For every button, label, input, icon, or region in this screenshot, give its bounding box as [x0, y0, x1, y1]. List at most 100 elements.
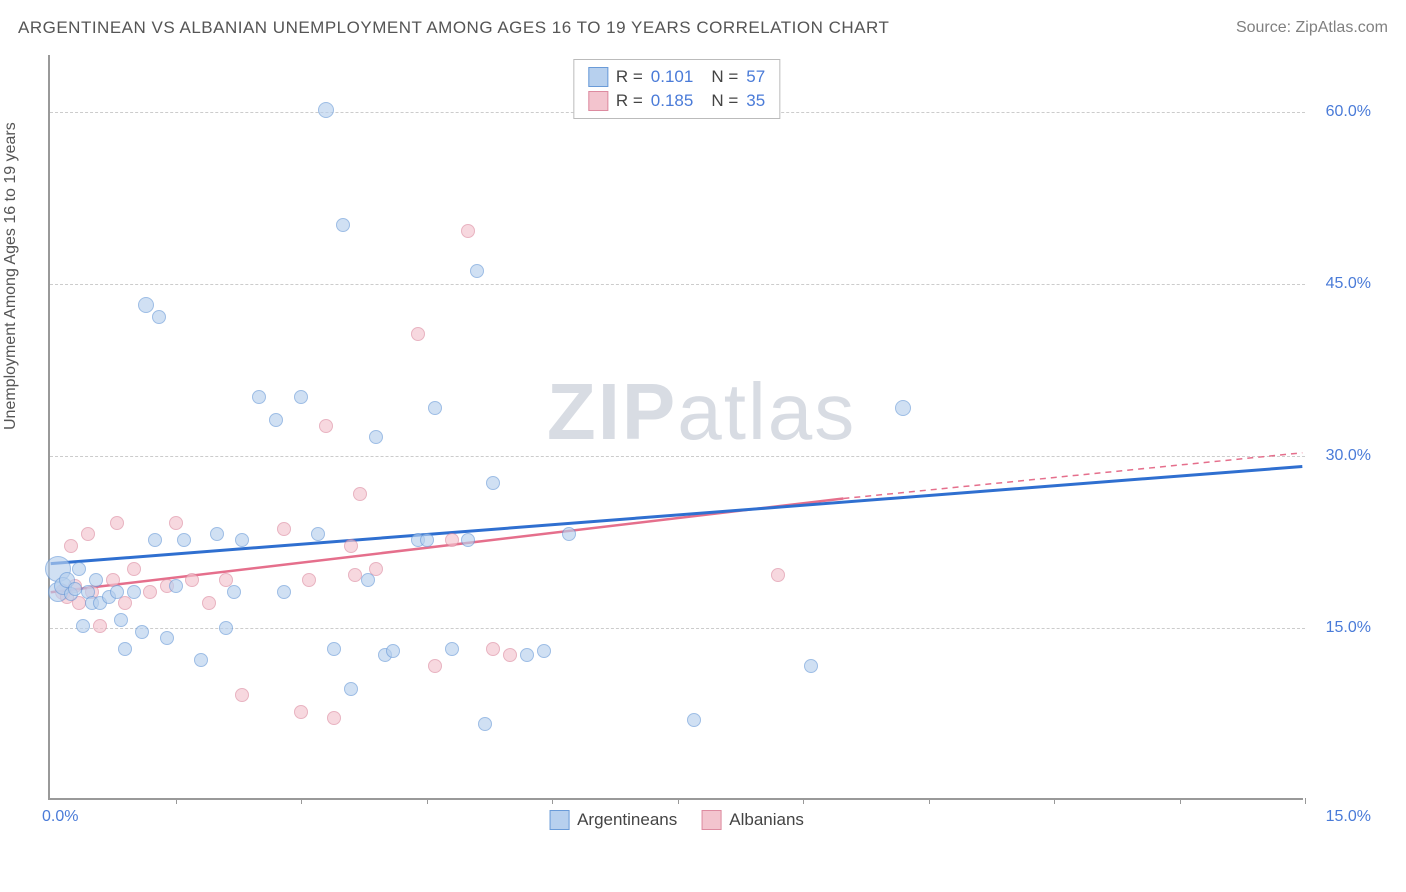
legend-label-argentineans: Argentineans [577, 810, 677, 830]
data-point-argentineans [118, 642, 132, 656]
data-point-albanians [143, 585, 157, 599]
x-tick [929, 798, 930, 804]
data-point-argentineans [210, 527, 224, 541]
x-tick [176, 798, 177, 804]
y-axis-label: Unemployment Among Ages 16 to 19 years [2, 122, 20, 430]
x-tick [1305, 798, 1306, 804]
legend-swatch-albanians-icon [701, 810, 721, 830]
watermark: ZIPatlas [547, 366, 856, 458]
data-point-argentineans [177, 533, 191, 547]
x-tick [678, 798, 679, 804]
trend-line [843, 453, 1302, 499]
x-origin-label: 0.0% [42, 808, 78, 826]
watermark-part2: atlas [677, 367, 856, 456]
data-point-argentineans [311, 527, 325, 541]
n-label: N = [711, 91, 738, 111]
data-point-albanians [302, 573, 316, 587]
data-point-argentineans [160, 631, 174, 645]
data-point-argentineans [461, 533, 475, 547]
data-point-argentineans [227, 585, 241, 599]
data-point-albanians [110, 516, 124, 530]
x-tick [552, 798, 553, 804]
data-point-albanians [461, 224, 475, 238]
data-point-argentineans [386, 644, 400, 658]
data-point-albanians [294, 705, 308, 719]
data-point-argentineans [562, 527, 576, 541]
data-point-argentineans [135, 625, 149, 639]
data-point-argentineans [470, 264, 484, 278]
r-label: R = [616, 91, 643, 111]
r-label: R = [616, 67, 643, 87]
r-value-albanians: 0.185 [651, 91, 694, 111]
y-tick-label: 45.0% [1326, 275, 1371, 293]
legend-swatch-argentineans-icon [549, 810, 569, 830]
gridline [50, 628, 1305, 629]
y-tick-label: 30.0% [1326, 447, 1371, 465]
data-point-argentineans [895, 400, 911, 416]
n-label: N = [711, 67, 738, 87]
legend-item-albanians: Albanians [701, 810, 804, 830]
data-point-argentineans [138, 297, 154, 313]
data-point-albanians [445, 533, 459, 547]
x-tick [1054, 798, 1055, 804]
data-point-albanians [127, 562, 141, 576]
data-point-albanians [64, 539, 78, 553]
data-point-argentineans [486, 476, 500, 490]
legend-swatch-albanians [588, 91, 608, 111]
legend-row-albanians: R = 0.185 N = 35 [588, 89, 765, 113]
data-point-argentineans [269, 413, 283, 427]
y-tick-label: 60.0% [1326, 103, 1371, 121]
data-point-argentineans [804, 659, 818, 673]
data-point-argentineans [89, 573, 103, 587]
data-point-albanians [235, 688, 249, 702]
data-point-albanians [486, 642, 500, 656]
x-max-label: 15.0% [1326, 808, 1371, 826]
data-point-albanians [428, 659, 442, 673]
trend-line [51, 467, 1303, 564]
legend-label-albanians: Albanians [729, 810, 804, 830]
data-point-argentineans [294, 390, 308, 404]
data-point-argentineans [148, 533, 162, 547]
legend-series: Argentineans Albanians [549, 810, 804, 830]
data-point-albanians [319, 419, 333, 433]
chart-container: ZIPatlas 15.0%30.0%45.0%60.0% R = 0.101 … [48, 55, 1378, 835]
watermark-part1: ZIP [547, 367, 677, 456]
source-attribution: Source: ZipAtlas.com [1236, 19, 1388, 37]
data-point-argentineans [520, 648, 534, 662]
data-point-argentineans [687, 713, 701, 727]
data-point-argentineans [235, 533, 249, 547]
x-tick [301, 798, 302, 804]
chart-header: ARGENTINEAN VS ALBANIAN UNEMPLOYMENT AMO… [18, 18, 1388, 38]
data-point-argentineans [110, 585, 124, 599]
data-point-argentineans [114, 613, 128, 627]
data-point-albanians [169, 516, 183, 530]
data-point-albanians [81, 527, 95, 541]
data-point-albanians [185, 573, 199, 587]
data-point-argentineans [318, 102, 334, 118]
r-value-argentineans: 0.101 [651, 67, 694, 87]
data-point-albanians [344, 539, 358, 553]
data-point-argentineans [76, 619, 90, 633]
data-point-albanians [93, 619, 107, 633]
data-point-albanians [411, 327, 425, 341]
data-point-albanians [771, 568, 785, 582]
n-value-albanians: 35 [746, 91, 765, 111]
data-point-argentineans [336, 218, 350, 232]
x-tick [427, 798, 428, 804]
chart-title: ARGENTINEAN VS ALBANIAN UNEMPLOYMENT AMO… [18, 18, 889, 38]
gridline [50, 284, 1305, 285]
data-point-argentineans [537, 644, 551, 658]
data-point-argentineans [361, 573, 375, 587]
n-value-argentineans: 57 [746, 67, 765, 87]
data-point-argentineans [72, 562, 86, 576]
legend-swatch-argentineans [588, 67, 608, 87]
data-point-albanians [353, 487, 367, 501]
data-point-argentineans [344, 682, 358, 696]
x-tick [1180, 798, 1181, 804]
trend-lines [50, 55, 1303, 798]
data-point-argentineans [277, 585, 291, 599]
data-point-argentineans [369, 430, 383, 444]
x-tick [803, 798, 804, 804]
data-point-argentineans [169, 579, 183, 593]
data-point-argentineans [152, 310, 166, 324]
